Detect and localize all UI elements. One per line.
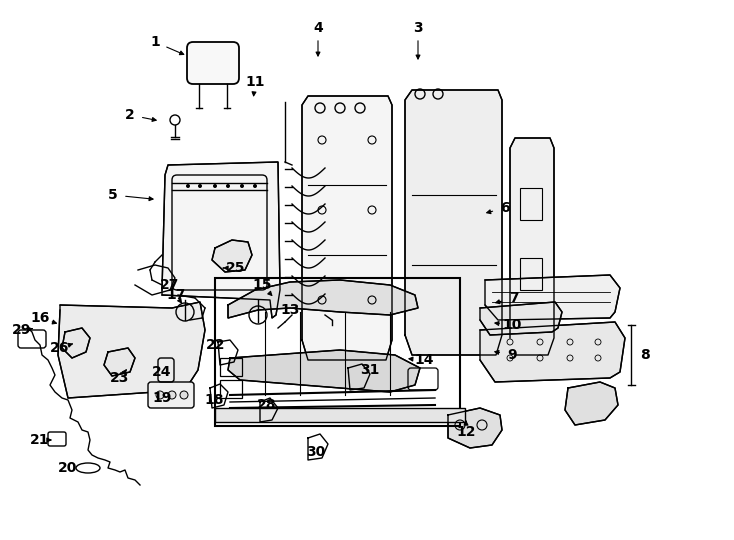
Polygon shape — [485, 275, 620, 320]
Text: 3: 3 — [413, 21, 423, 35]
Text: 1: 1 — [150, 35, 160, 49]
Polygon shape — [228, 350, 420, 392]
Text: 25: 25 — [226, 261, 246, 275]
Text: 6: 6 — [500, 201, 510, 215]
Text: 16: 16 — [30, 311, 50, 325]
Circle shape — [186, 184, 190, 188]
Polygon shape — [62, 328, 90, 358]
Circle shape — [156, 391, 164, 399]
Text: 18: 18 — [204, 393, 224, 407]
Polygon shape — [565, 382, 618, 425]
Text: 26: 26 — [51, 341, 70, 355]
Text: 9: 9 — [507, 348, 517, 362]
Circle shape — [253, 184, 257, 188]
Text: 13: 13 — [280, 303, 299, 317]
Polygon shape — [302, 96, 392, 360]
Circle shape — [213, 184, 217, 188]
Polygon shape — [510, 138, 554, 355]
Circle shape — [226, 184, 230, 188]
Polygon shape — [228, 280, 418, 318]
Polygon shape — [480, 322, 625, 382]
Text: 19: 19 — [153, 391, 172, 405]
Text: 10: 10 — [502, 318, 522, 332]
Polygon shape — [480, 302, 562, 335]
Text: 24: 24 — [152, 365, 172, 379]
Text: 17: 17 — [167, 288, 186, 302]
Polygon shape — [405, 90, 502, 355]
Bar — [220, 358, 242, 376]
FancyBboxPatch shape — [148, 382, 194, 408]
Text: 4: 4 — [313, 21, 323, 35]
Circle shape — [168, 391, 176, 399]
Text: 22: 22 — [206, 338, 226, 352]
Text: 31: 31 — [360, 363, 379, 377]
Bar — [215, 408, 465, 422]
Polygon shape — [104, 348, 135, 376]
Circle shape — [240, 184, 244, 188]
Bar — [220, 380, 242, 398]
Polygon shape — [212, 240, 252, 272]
Bar — [215, 278, 460, 426]
Polygon shape — [58, 302, 205, 398]
Text: 2: 2 — [125, 108, 135, 122]
Text: 23: 23 — [110, 371, 130, 385]
Text: 7: 7 — [509, 291, 519, 305]
Polygon shape — [448, 408, 502, 448]
Text: 20: 20 — [58, 461, 78, 475]
Text: 29: 29 — [12, 323, 32, 337]
Text: 21: 21 — [30, 433, 50, 447]
Text: 15: 15 — [252, 278, 272, 292]
Circle shape — [198, 184, 202, 188]
FancyBboxPatch shape — [187, 42, 239, 84]
Text: 11: 11 — [245, 75, 265, 89]
Text: 27: 27 — [160, 278, 180, 292]
Bar — [520, 188, 542, 220]
Text: 12: 12 — [457, 425, 476, 439]
Circle shape — [180, 391, 188, 399]
Text: 28: 28 — [257, 398, 277, 412]
Text: 8: 8 — [640, 348, 650, 362]
Bar — [520, 258, 542, 290]
Text: 30: 30 — [306, 445, 326, 459]
Text: 5: 5 — [108, 188, 118, 202]
Text: 14: 14 — [414, 353, 434, 367]
Polygon shape — [162, 162, 280, 318]
